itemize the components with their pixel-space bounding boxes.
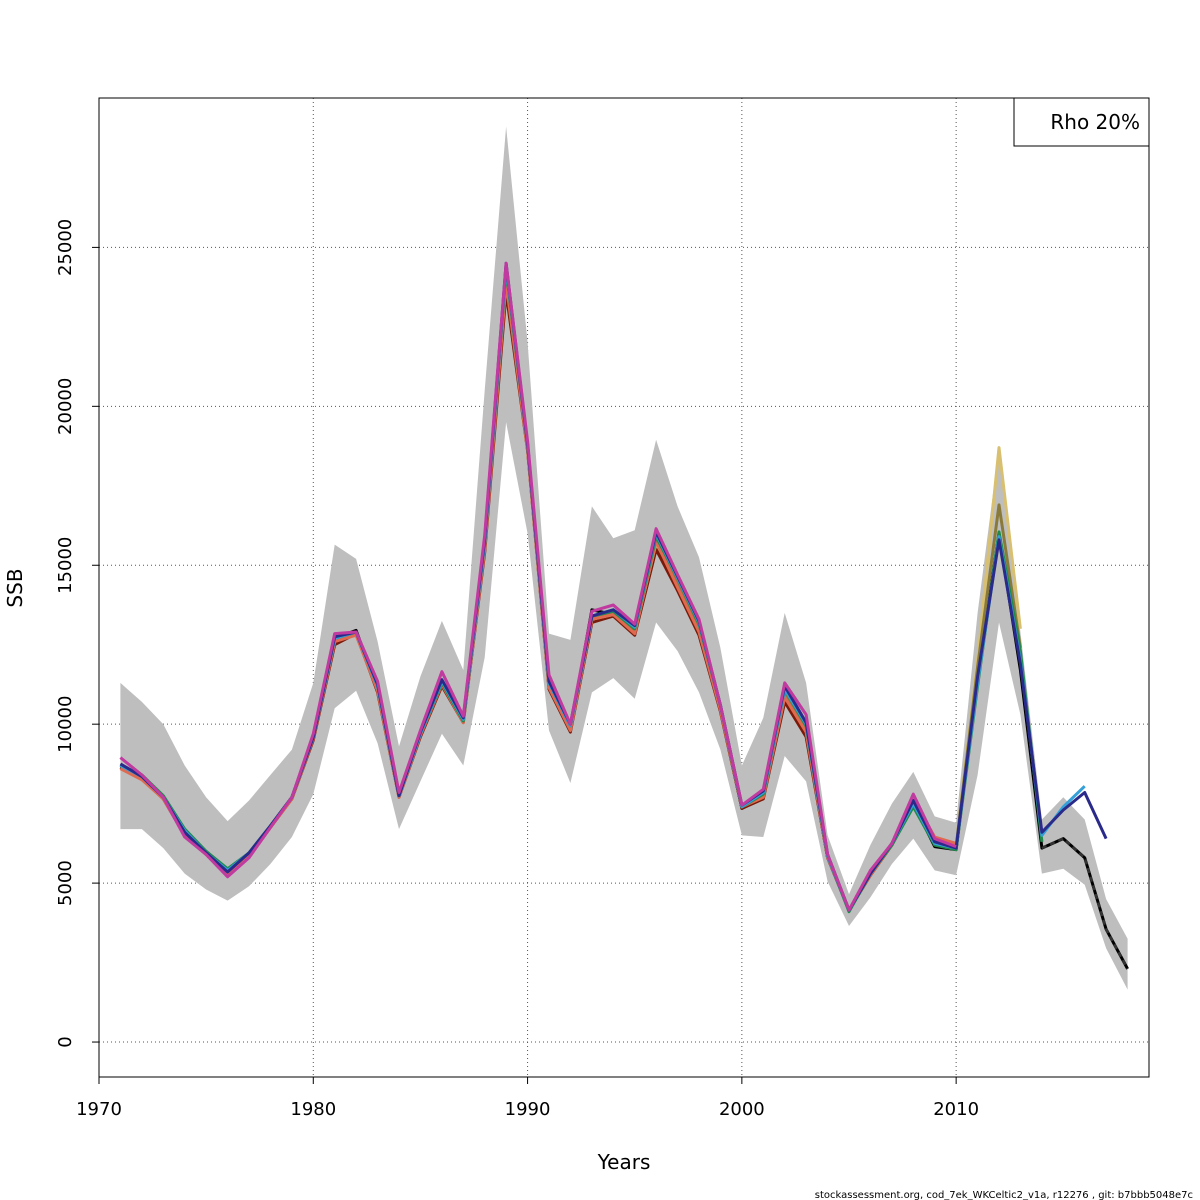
- x-tick-label: 1970: [76, 1099, 122, 1120]
- axes-group: 1970 1980 1990 2000 2010 0 5000 10000 15000 20000…: [55, 219, 979, 1120]
- x-tick-label: 1980: [290, 1099, 336, 1120]
- y-tick-label: 15000: [55, 537, 76, 594]
- series-lines-group: [119, 261, 1129, 970]
- confidence-band-group: [120, 126, 1128, 990]
- legend-text: Rho 20%: [1050, 110, 1140, 134]
- x-tick-label: 2010: [933, 1099, 979, 1120]
- y-tick-label: 5000: [55, 860, 76, 906]
- legend-box: [1013, 97, 1150, 147]
- y-tick-label: 10000: [55, 696, 76, 753]
- legend: Rho 20%: [1013, 97, 1150, 147]
- x-tick-label: 2000: [719, 1099, 765, 1120]
- x-axis-title: Years: [597, 1150, 651, 1174]
- y-axis-title: SSB: [3, 568, 27, 607]
- footer-credit: stockassessment.org, cod_7ek_WKCeltic2_v…: [815, 1190, 1193, 1200]
- x-tick-label: 1990: [505, 1099, 551, 1120]
- y-tick-label: 25000: [55, 219, 76, 276]
- y-tick-label: 0: [55, 1036, 76, 1047]
- series-line-9: [119, 261, 957, 912]
- y-tick-label: 20000: [55, 378, 76, 435]
- confidence-band: [120, 126, 1128, 990]
